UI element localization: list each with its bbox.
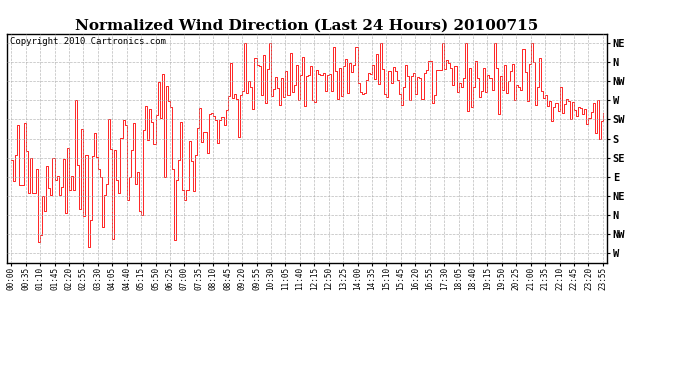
Text: Copyright 2010 Cartronics.com: Copyright 2010 Cartronics.com	[10, 37, 166, 46]
Title: Normalized Wind Direction (Last 24 Hours) 20100715: Normalized Wind Direction (Last 24 Hours…	[75, 19, 539, 33]
